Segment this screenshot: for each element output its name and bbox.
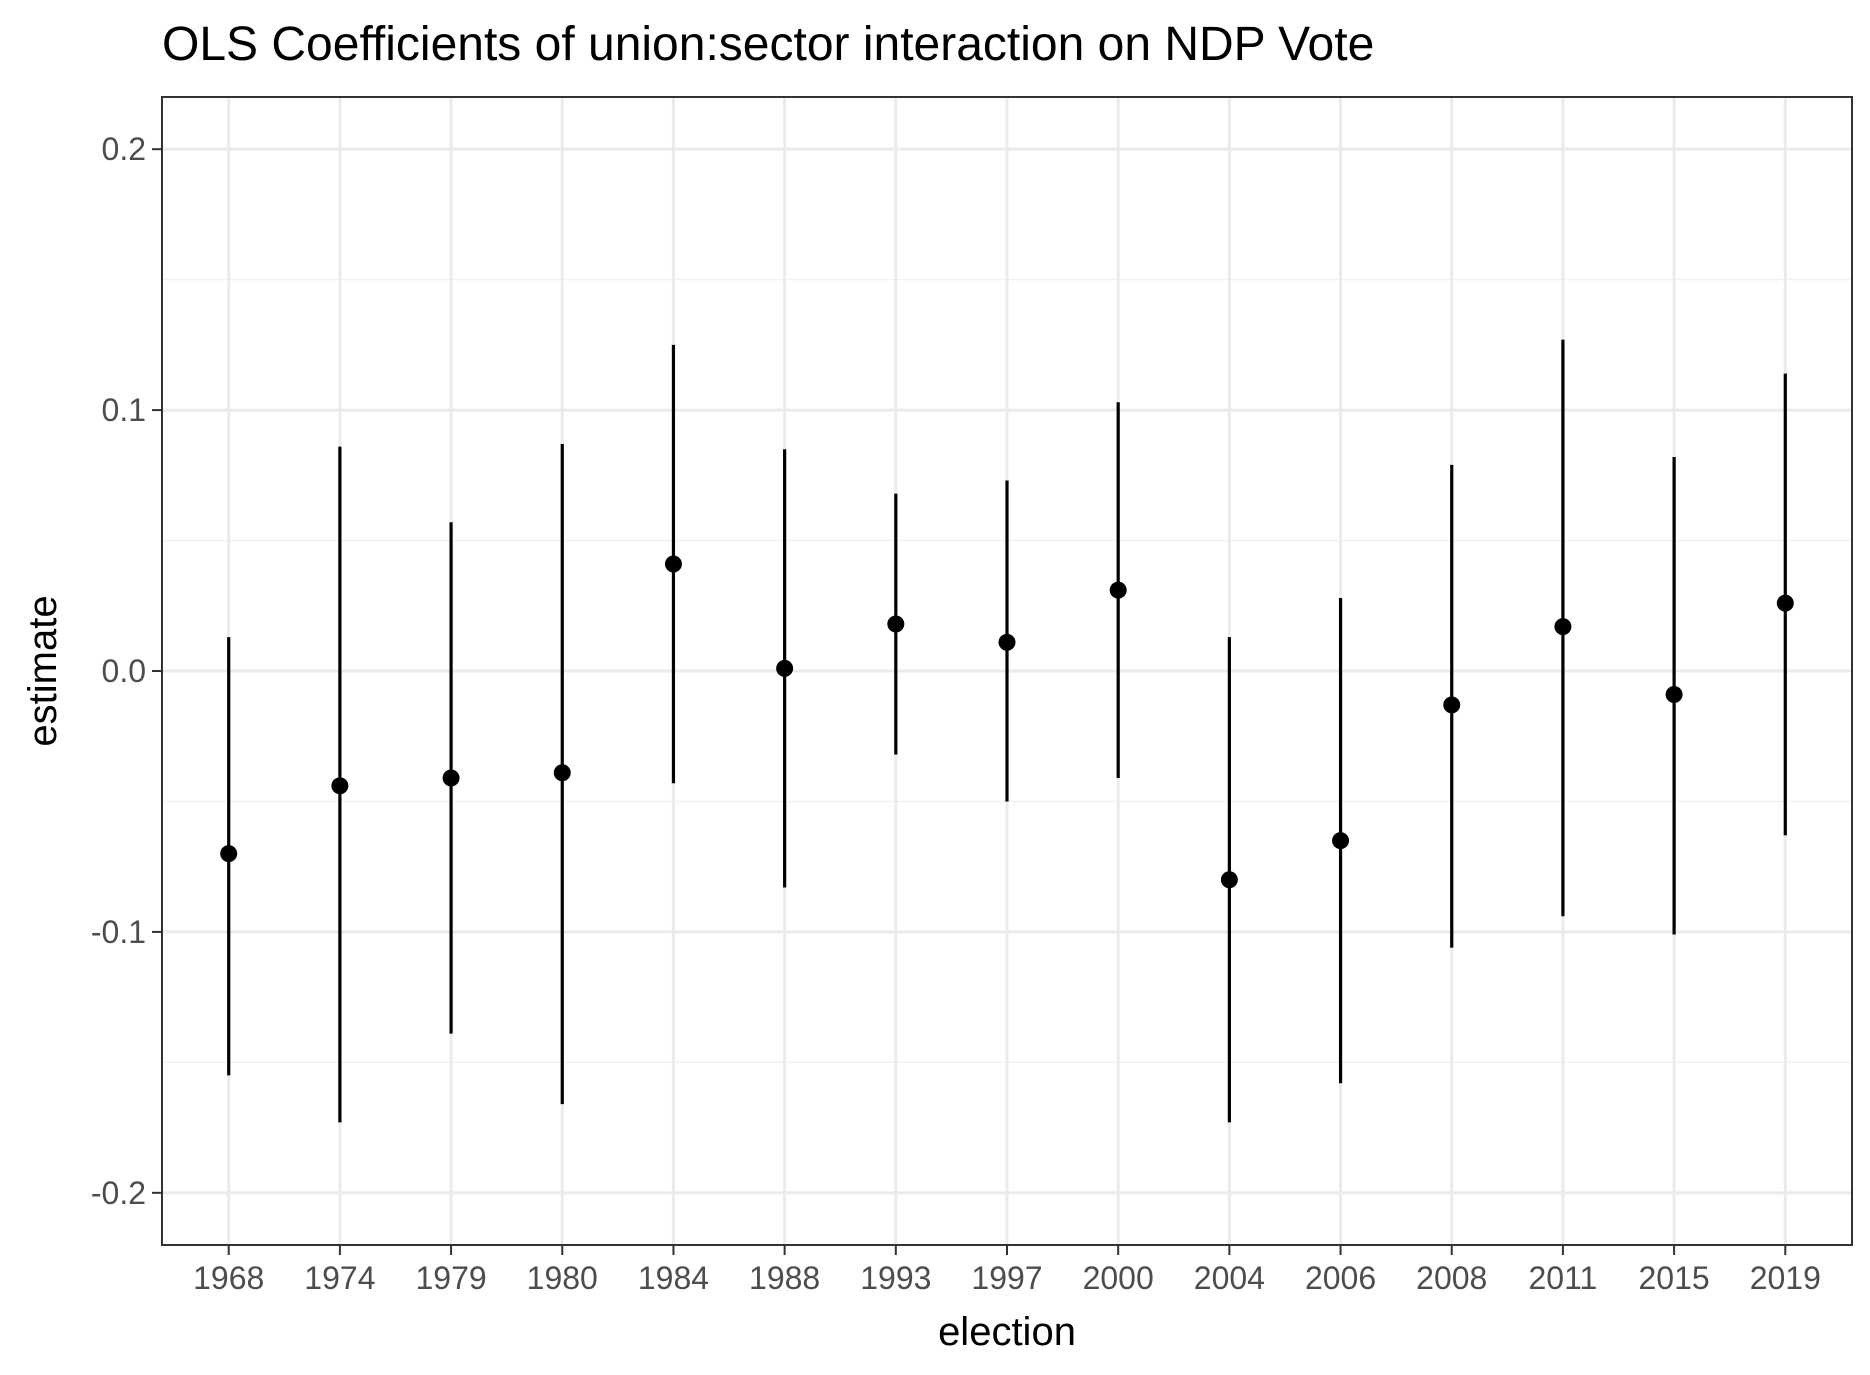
x-tick-label: 2015: [1639, 1260, 1710, 1296]
estimate-point: [776, 659, 794, 677]
x-tick-label: 2004: [1194, 1260, 1265, 1296]
x-tick-label: 1993: [860, 1260, 931, 1296]
x-tick-label: 1968: [193, 1260, 264, 1296]
x-tick-label: 2008: [1416, 1260, 1487, 1296]
estimate-point: [1443, 696, 1461, 714]
chart-title: OLS Coefficients of union:sector interac…: [162, 18, 1374, 71]
y-tick-label: 0.2: [102, 131, 146, 167]
x-tick-label: 1979: [415, 1260, 486, 1296]
estimate-point: [1554, 618, 1572, 636]
estimate-point: [664, 555, 682, 573]
x-tick-label: 1984: [638, 1260, 709, 1296]
estimate-point: [442, 769, 460, 787]
estimate-point: [1665, 685, 1683, 703]
y-axis-title: estimate: [21, 595, 65, 746]
estimate-point: [331, 777, 349, 795]
x-axis-title: election: [938, 1310, 1076, 1354]
x-tick-label: 1988: [749, 1260, 820, 1296]
estimate-point: [1776, 594, 1794, 612]
x-tick-label: 1997: [971, 1260, 1042, 1296]
y-tick-label: -0.1: [91, 914, 146, 950]
estimate-point: [887, 615, 905, 633]
estimate-point: [998, 633, 1016, 651]
x-tick-label: 1980: [527, 1260, 598, 1296]
y-tick-label: -0.2: [91, 1175, 146, 1211]
estimate-point: [1332, 832, 1350, 850]
data-marks: [220, 339, 1794, 1123]
estimate-point: [220, 845, 238, 863]
estimate-point: [1109, 581, 1127, 599]
estimate-point: [1220, 871, 1238, 889]
y-tick-label: 0.1: [102, 392, 146, 428]
x-tick-label: 2006: [1305, 1260, 1376, 1296]
x-tick-label: 2019: [1750, 1260, 1821, 1296]
estimate-point: [553, 764, 571, 782]
y-tick-label: 0.0: [102, 653, 146, 689]
x-tick-label: 2011: [1529, 1260, 1598, 1296]
axes: -0.2 -0.1 0.0 0.1 0.2 1968 1974 1979 1980 1984 198…: [91, 131, 1821, 1296]
x-tick-label: 2000: [1083, 1260, 1154, 1296]
x-tick-label: 1974: [304, 1260, 375, 1296]
